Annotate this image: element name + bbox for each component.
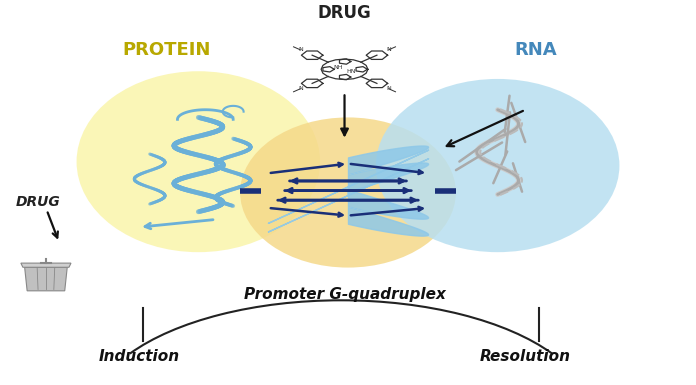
Text: HN: HN xyxy=(346,69,356,74)
Ellipse shape xyxy=(77,71,320,252)
Text: N: N xyxy=(386,86,391,91)
Ellipse shape xyxy=(240,117,456,268)
Text: DRUG: DRUG xyxy=(317,5,372,22)
Polygon shape xyxy=(21,263,71,267)
Text: Resolution: Resolution xyxy=(480,349,571,363)
Text: Promoter G-quadruplex: Promoter G-quadruplex xyxy=(244,287,445,302)
Text: N: N xyxy=(298,86,303,91)
Ellipse shape xyxy=(376,79,619,252)
Text: N: N xyxy=(386,47,391,52)
Polygon shape xyxy=(24,267,68,291)
Text: N: N xyxy=(298,47,303,52)
Text: NH: NH xyxy=(333,65,343,70)
Text: RNA: RNA xyxy=(514,41,557,59)
Text: Induction: Induction xyxy=(99,349,180,363)
Text: DRUG: DRUG xyxy=(16,195,61,209)
Text: PROTEIN: PROTEIN xyxy=(123,41,211,59)
